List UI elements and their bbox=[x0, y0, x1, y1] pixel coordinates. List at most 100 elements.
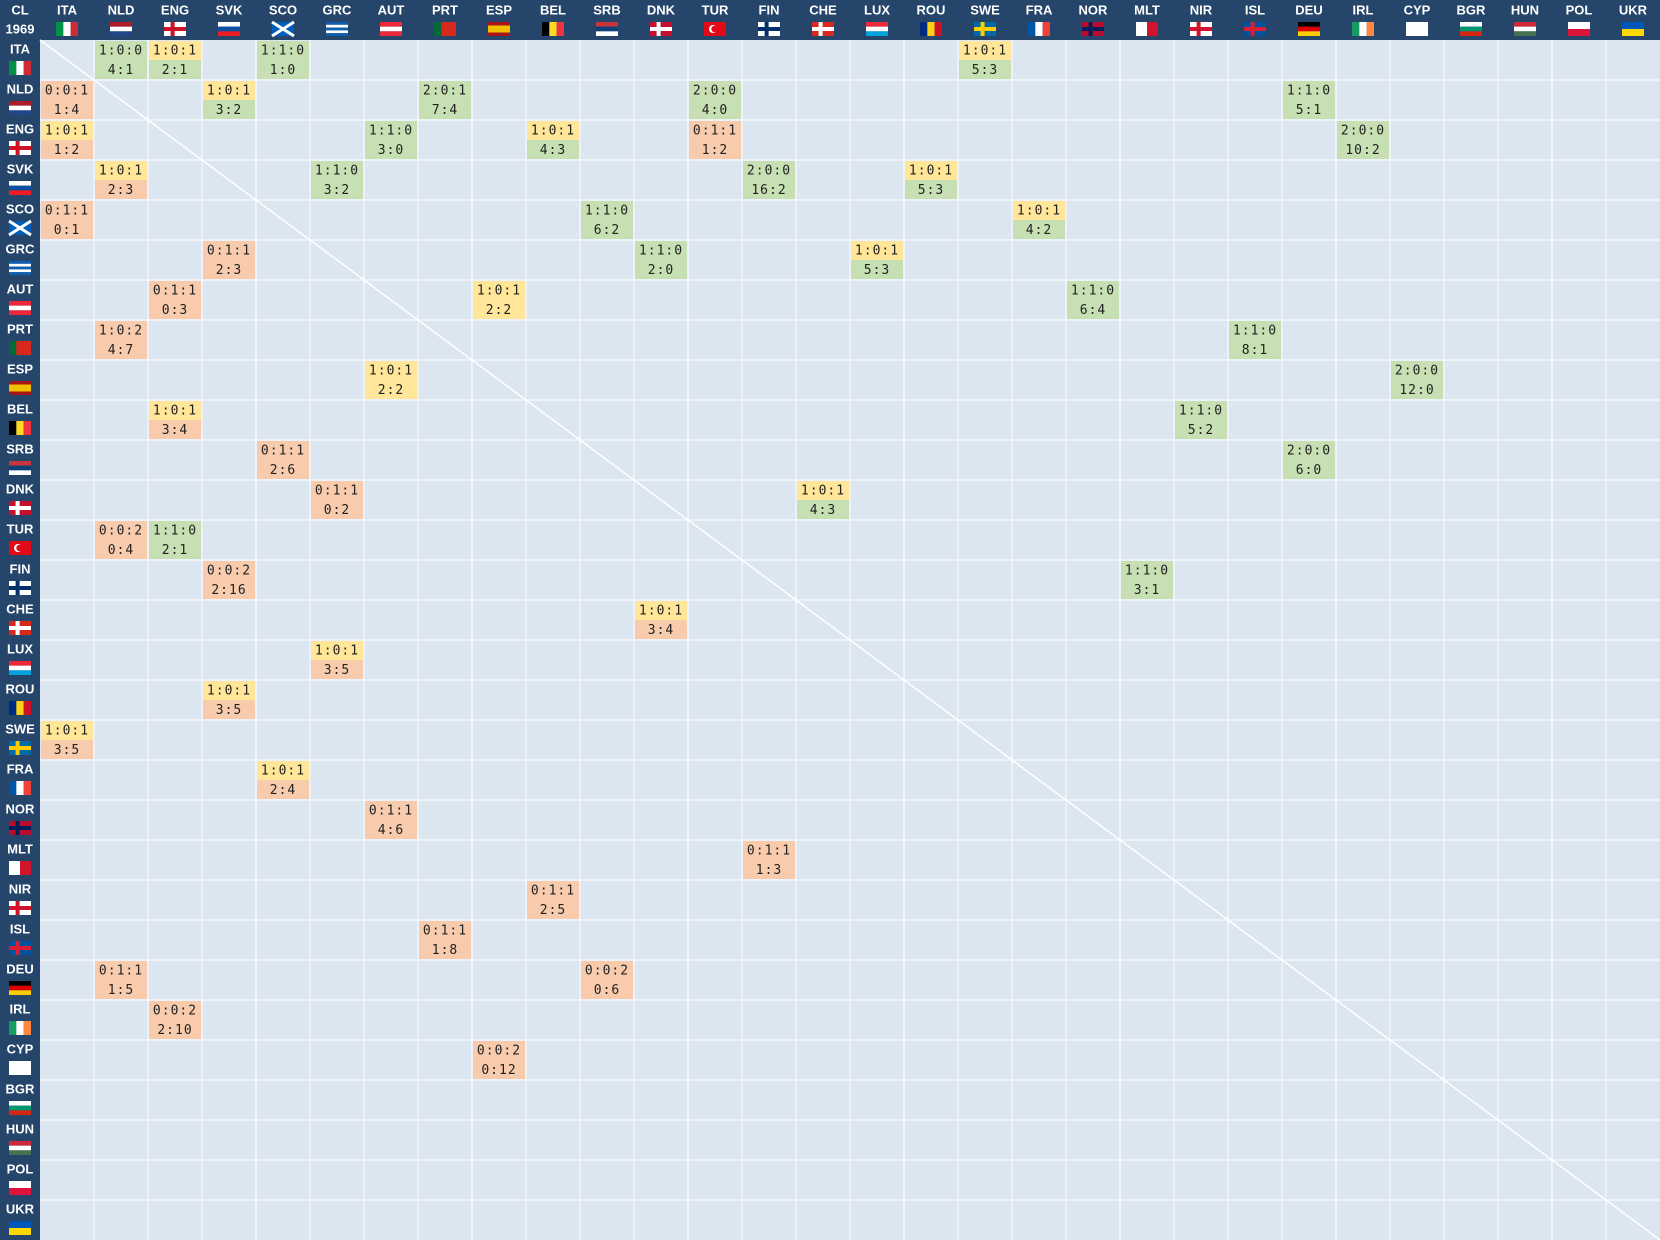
record: 1:0:1 bbox=[261, 763, 305, 778]
flag-saltire bbox=[8, 219, 32, 237]
result-cell: 0:0:2 2:10 bbox=[149, 1001, 201, 1039]
score-bg bbox=[149, 420, 201, 439]
score-bg bbox=[689, 100, 741, 119]
flag-stripe bbox=[110, 31, 132, 36]
row-header: AUT bbox=[7, 281, 34, 296]
diagonal bbox=[39, 39, 1660, 1240]
result-cell: 1:0:1 4:3 bbox=[527, 121, 579, 159]
flag-cross bbox=[164, 27, 186, 31]
record-bg bbox=[95, 161, 147, 180]
score: 3:2 bbox=[216, 103, 242, 118]
record-bg bbox=[257, 761, 309, 780]
score: 2:6 bbox=[270, 463, 296, 478]
flag-stripe bbox=[380, 22, 402, 27]
result-cell: 0:1:1 2:3 bbox=[203, 241, 255, 279]
record: 0:1:1 bbox=[747, 843, 791, 858]
row-header: BGR bbox=[6, 1081, 36, 1096]
flag-stripe bbox=[326, 22, 348, 25]
flag-stripe bbox=[9, 990, 31, 995]
score: 1:5 bbox=[108, 983, 134, 998]
record: 1:0:1 bbox=[45, 123, 89, 138]
flag-stripe bbox=[9, 261, 31, 264]
flag bbox=[9, 61, 31, 75]
record-bg bbox=[797, 481, 849, 500]
flag-stripe bbox=[866, 22, 888, 27]
flag bbox=[9, 541, 31, 555]
flag-stripe bbox=[9, 470, 31, 475]
flag-stripe bbox=[23, 61, 31, 75]
result-cell: 1:0:1 3:5 bbox=[41, 721, 93, 759]
record-bg bbox=[851, 241, 903, 260]
flag bbox=[9, 181, 31, 195]
flag-stripe bbox=[9, 1145, 31, 1151]
score-bg bbox=[203, 100, 255, 119]
score-bg bbox=[851, 260, 903, 279]
score-bg bbox=[1283, 100, 1335, 119]
record-bg bbox=[419, 81, 471, 100]
score-bg bbox=[257, 60, 309, 79]
result-cell: 1:1:0 8:1 bbox=[1229, 321, 1281, 359]
record-bg bbox=[149, 281, 201, 300]
result-cell: 1:0:1 4:3 bbox=[797, 481, 849, 519]
record: 1:0:1 bbox=[315, 643, 359, 658]
record-bg bbox=[959, 41, 1011, 60]
record: 1:0:1 bbox=[153, 403, 197, 418]
score-bg bbox=[95, 540, 147, 559]
column-header: BEL bbox=[540, 2, 566, 17]
result-cell: 0:1:1 1:8 bbox=[419, 921, 471, 959]
result-cell: 2:0:0 12:0 bbox=[1391, 361, 1443, 399]
flag-stripe bbox=[16, 61, 24, 75]
column-header: UKR bbox=[1619, 2, 1648, 17]
record-bg bbox=[311, 641, 363, 660]
flag-stripe bbox=[9, 1061, 31, 1075]
score: 5:2 bbox=[1188, 423, 1214, 438]
flag bbox=[9, 701, 31, 715]
flag bbox=[218, 22, 240, 36]
flag-stripe bbox=[9, 269, 31, 273]
score-bg bbox=[527, 140, 579, 159]
result-cell: 1:1:0 3:1 bbox=[1121, 561, 1173, 599]
score: 3:5 bbox=[216, 703, 242, 718]
result-cell: 1:1:0 5:2 bbox=[1175, 401, 1227, 439]
flag bbox=[9, 261, 31, 275]
flag-stripe bbox=[9, 110, 31, 115]
record: 1:1:0 bbox=[585, 203, 629, 218]
flag bbox=[9, 661, 31, 675]
flag bbox=[9, 1181, 31, 1195]
record-bg bbox=[95, 41, 147, 60]
flag-stripe bbox=[16, 421, 24, 435]
record: 1:0:1 bbox=[909, 163, 953, 178]
result-cell: 1:1:0 2:1 bbox=[149, 521, 201, 559]
score-bg bbox=[689, 140, 741, 159]
column-header: NLD bbox=[108, 2, 135, 17]
flag-stripe bbox=[9, 105, 31, 111]
flag bbox=[1406, 22, 1428, 36]
flag-stripe bbox=[23, 701, 31, 715]
row-header: NIR bbox=[9, 881, 32, 896]
flag bbox=[650, 22, 672, 36]
flag bbox=[1082, 22, 1104, 36]
flag-stripe bbox=[9, 701, 17, 715]
corner-title: CL bbox=[11, 2, 28, 17]
flag-stripe bbox=[448, 22, 456, 36]
flag bbox=[9, 1221, 31, 1235]
score-bg bbox=[365, 820, 417, 839]
flag bbox=[866, 22, 888, 36]
result-cell: 0:1:1 0:2 bbox=[311, 481, 363, 519]
record: 1:0:1 bbox=[855, 243, 899, 258]
flag-stripe bbox=[1622, 29, 1644, 36]
column-header: FRA bbox=[1026, 2, 1053, 17]
column-header: SVK bbox=[216, 2, 243, 17]
flag bbox=[56, 22, 78, 36]
result-cell: 1:0:1 3:4 bbox=[149, 401, 201, 439]
score-bg bbox=[95, 180, 147, 199]
result-cell: 1:0:1 2:4 bbox=[257, 761, 309, 799]
flag bbox=[1298, 22, 1320, 36]
flag-stripe bbox=[1406, 22, 1428, 36]
record: 0:0:2 bbox=[585, 963, 629, 978]
score-bg bbox=[95, 340, 147, 359]
score: 5:3 bbox=[972, 63, 998, 78]
score-bg bbox=[41, 100, 93, 119]
record-bg bbox=[311, 481, 363, 500]
record-bg bbox=[1337, 121, 1389, 140]
